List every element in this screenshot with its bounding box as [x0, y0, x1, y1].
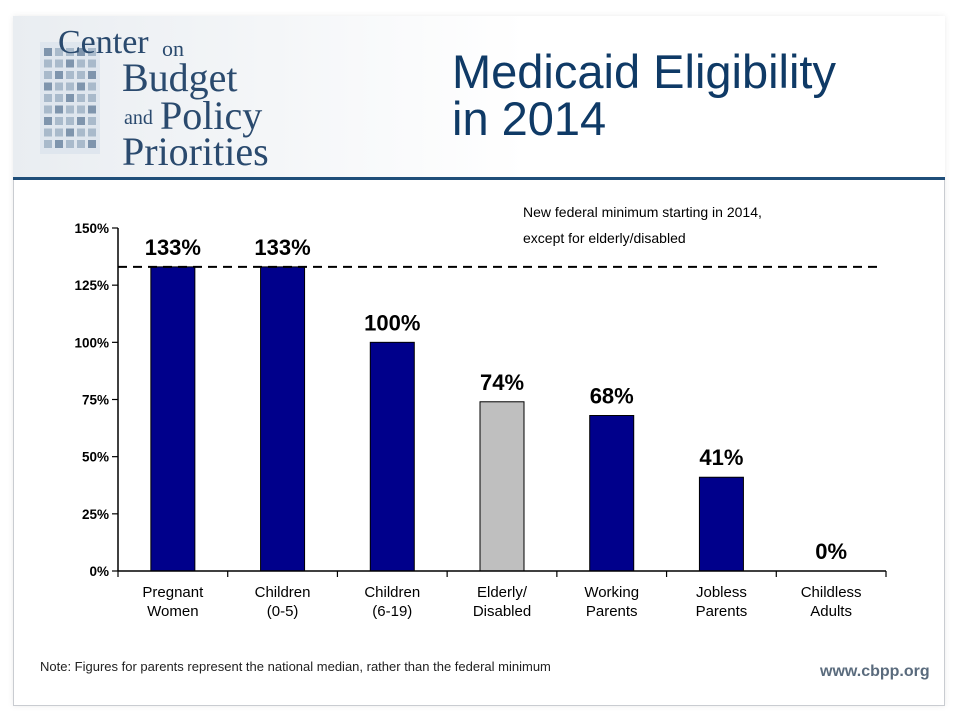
bar: [260, 266, 306, 572]
bar-value-label: 133%: [145, 235, 201, 260]
bar-value-label: 0%: [815, 539, 847, 564]
bar: [150, 266, 196, 572]
logo-line-and: and: [124, 107, 153, 129]
logo-line-policy: Policy: [160, 93, 263, 138]
y-tick-label: 125%: [74, 278, 109, 293]
x-category-label: Pregnant: [142, 584, 204, 601]
x-category-label: Children: [255, 584, 311, 601]
x-category-label: Elderly/: [477, 584, 528, 601]
reference-line-label-1: New federal minimum starting in 2014,: [523, 204, 762, 220]
x-category-label: Women: [147, 603, 198, 620]
x-category-label: Disabled: [473, 603, 531, 620]
x-category-label: Adults: [810, 603, 852, 620]
x-category-label: Childless: [801, 584, 862, 601]
bar-value-label: 100%: [364, 310, 420, 335]
footer-url: www.cbpp.org: [820, 663, 930, 680]
bar: [369, 341, 415, 572]
bar-value-label: 74%: [480, 370, 524, 395]
cbpp-logo: Center on Budget and Policy Priorities: [40, 24, 280, 172]
bar-chart: 0% 25% 50% 75% 100% 125% 150% 133% 133% 100% 74% 6…: [74, 204, 887, 620]
logo-line-priorities: Priorities: [122, 129, 269, 174]
y-tick-label: 0%: [89, 564, 109, 579]
bar: [698, 476, 744, 572]
reference-line-label-2: except for elderly/disabled: [523, 230, 686, 246]
slide-title-line-2: in 2014: [452, 92, 607, 145]
y-tick-label: 75%: [82, 393, 109, 408]
bar-value-label: 68%: [590, 384, 634, 409]
logo-line-on: on: [162, 36, 184, 61]
logo-line-budget: Budget: [122, 55, 238, 100]
x-category-label: Parents: [696, 603, 748, 620]
bar-value-label: 133%: [254, 235, 310, 260]
x-category-label: (6-19): [372, 603, 412, 620]
y-tick-label: 25%: [82, 507, 109, 522]
x-category-label: Parents: [586, 603, 638, 620]
x-category-label: Working: [584, 584, 639, 601]
x-category-label: (0-5): [267, 603, 299, 620]
bar: [589, 415, 635, 572]
bar-value-label: 41%: [699, 445, 743, 470]
slide-title-line-1: Medicaid Eligibility: [452, 45, 836, 98]
y-tick-label: 50%: [82, 450, 109, 465]
slide-title: Medicaid Eligibility in 2014: [452, 48, 932, 142]
y-tick-label: 100%: [74, 335, 109, 350]
logo-line-center: Center: [58, 24, 149, 61]
header-rule: [13, 177, 945, 180]
header-band: [13, 16, 945, 178]
y-tick-label: 150%: [74, 221, 109, 236]
x-category-label: Children: [364, 584, 420, 601]
footnote: Note: Figures for parents represent the …: [40, 659, 551, 674]
x-category-label: Jobless: [696, 584, 747, 601]
bar: [479, 401, 525, 572]
logo-grid-icon: [40, 42, 100, 154]
